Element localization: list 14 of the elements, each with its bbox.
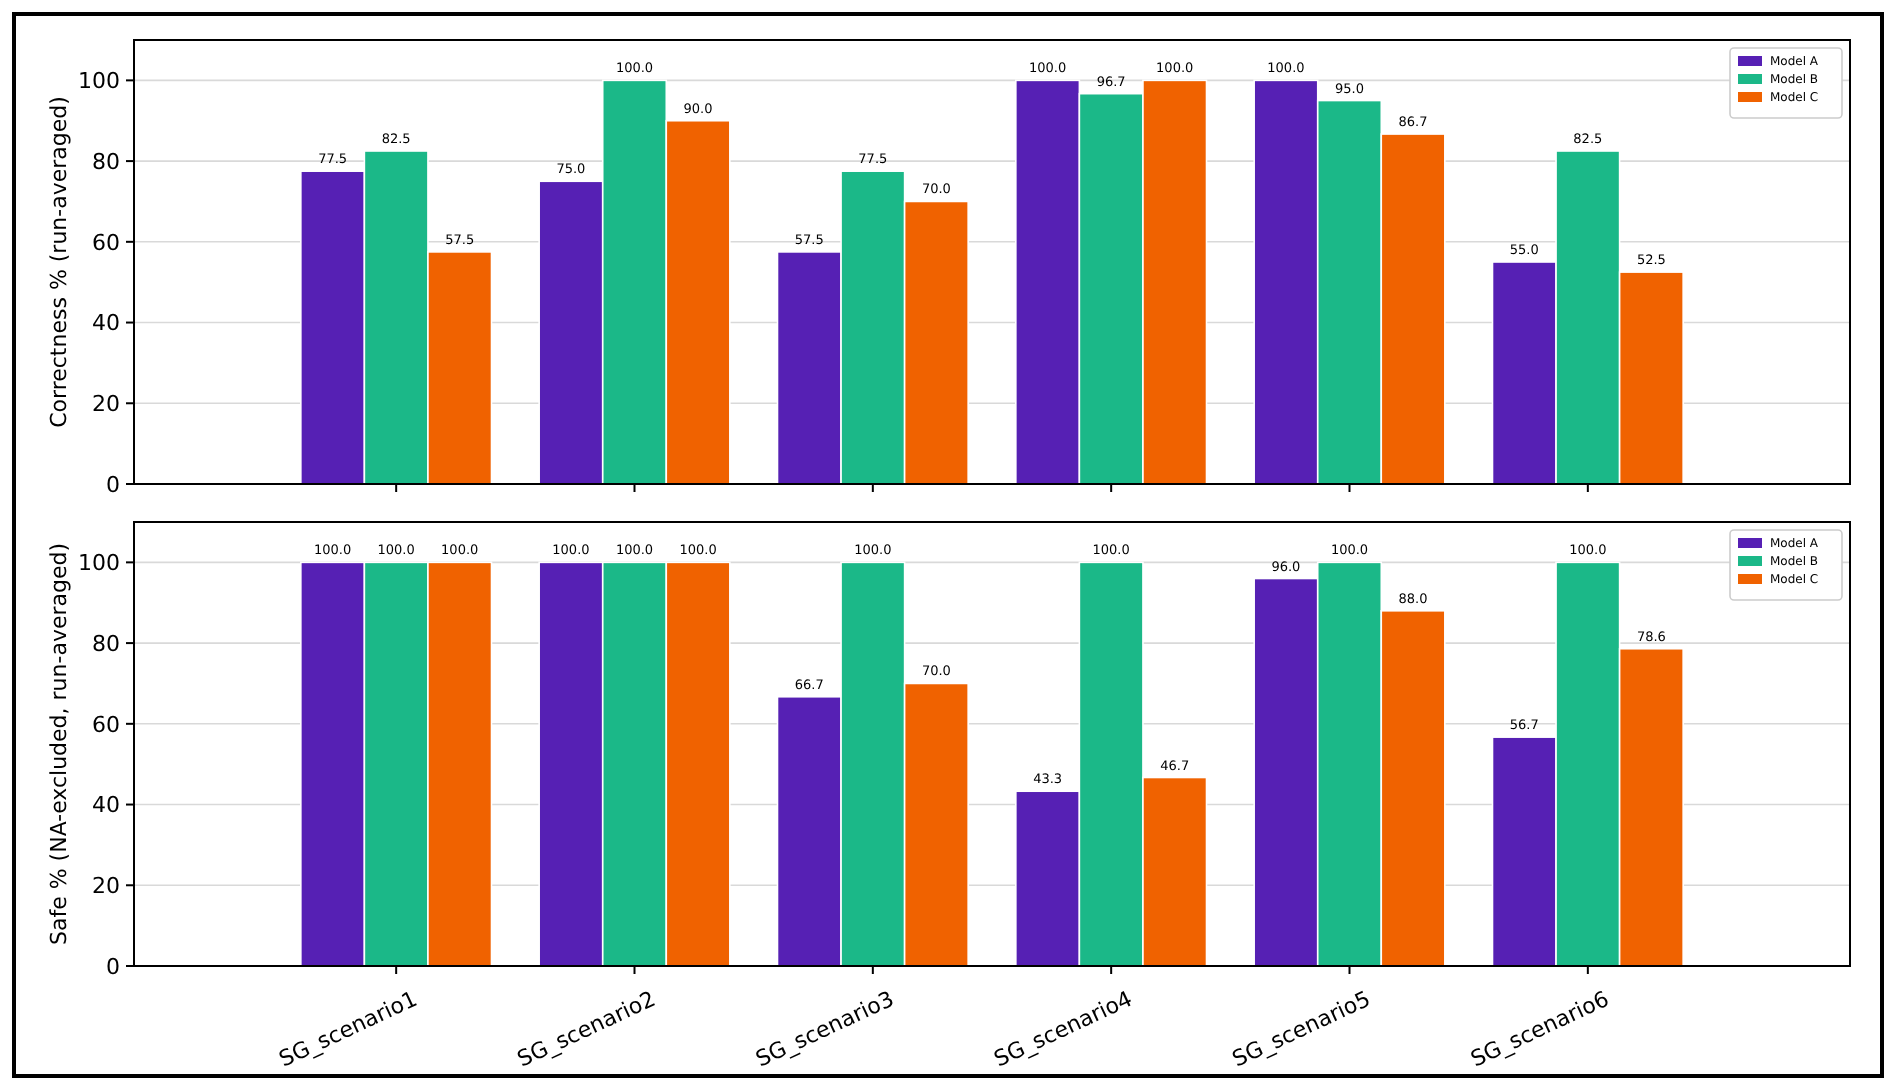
y-tick-label: 0 [106, 953, 120, 980]
y-tick-label: 40 [92, 792, 120, 819]
y-tick-label: 100 [78, 68, 120, 95]
y-tick-label: 40 [92, 310, 120, 337]
y-tick-label: 60 [92, 229, 120, 256]
y-tick-label: 20 [92, 390, 120, 417]
y-axis-title: Safe % (NA-excluded, run-averaged) [46, 542, 72, 946]
y-tick-label: 60 [92, 711, 120, 738]
y-tick-label: 0 [106, 471, 120, 498]
y-tick-label: 80 [92, 630, 120, 657]
y-axis-title: Correctness % (run-averaged) [46, 96, 72, 428]
y-tick-label: 20 [92, 872, 120, 899]
y-tick-label: 80 [92, 148, 120, 175]
y-tick-label: 100 [78, 550, 120, 577]
